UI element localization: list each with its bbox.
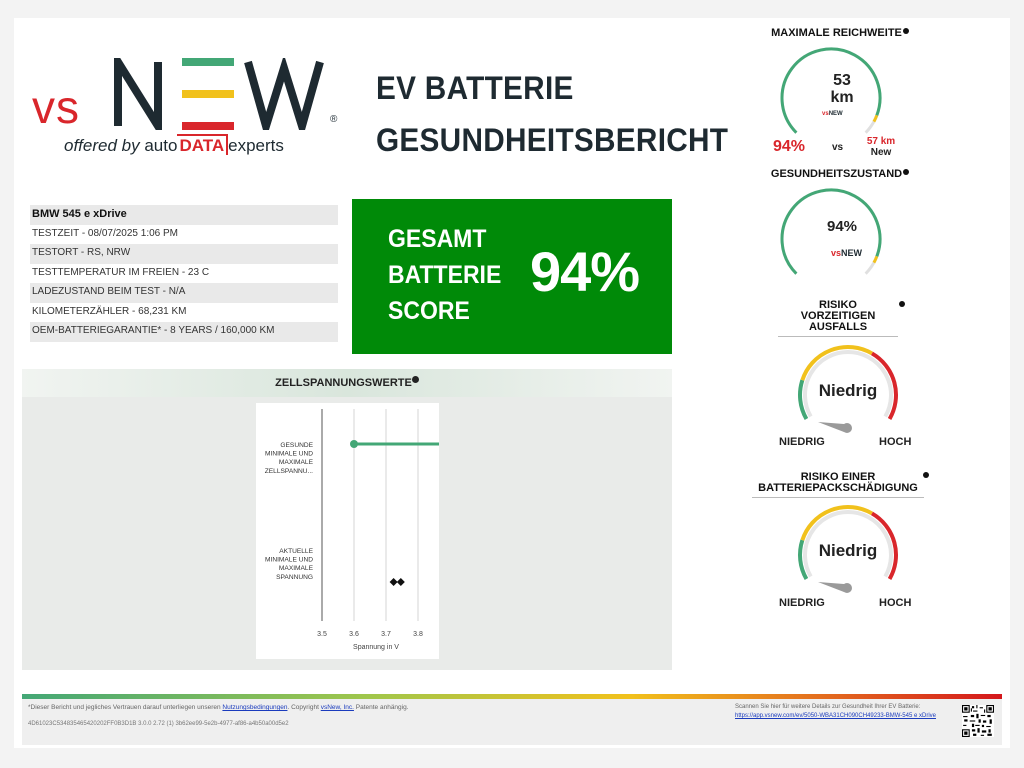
category-label: ZELLSPANNU...: [265, 468, 313, 475]
health-title: GESUNDHEITSZUSTAND: [770, 168, 903, 180]
risk-arc-mid: [800, 345, 873, 381]
risk-damage-arcs: [798, 505, 898, 580]
score-label: GESAMT BATTERIE SCORE: [388, 225, 502, 325]
range-gauge-tip: [872, 114, 879, 123]
range-gauge-fill: [780, 47, 882, 134]
needle-pointer: [818, 582, 844, 592]
info-row-odometer: KILOMETERZÄHLER - 68,231 KM: [32, 305, 187, 317]
footer-disclaimer: *Dieser Bericht und jegliches Vertrauen …: [28, 704, 409, 711]
cell-voltage-title: ZELLSPANNUNGSWERTE: [275, 377, 412, 389]
health-gauge: [780, 188, 882, 275]
company-link[interactable]: vsNew, Inc.: [320, 704, 354, 711]
risk-failure-title-wrap: RISIKO VORZEITIGEN AUSFALLS: [778, 300, 898, 337]
risk-arc-low: [798, 539, 809, 580]
actual-min-point: [389, 578, 398, 586]
health-gauge-tip: [872, 255, 879, 264]
category-label: MINIMALE UND: [265, 451, 313, 458]
category-label: MAXIMALE: [279, 565, 314, 572]
x-tick-label: 3.5: [317, 631, 327, 638]
healthy-min-point: [350, 440, 358, 448]
risk-failure-arcs: [798, 345, 898, 420]
vehicle-info-table: BMW 545 e xDrive TESTZEIT - 08/07/2025 1…: [30, 205, 338, 342]
score-value: 94%: [530, 240, 640, 303]
range-percent: 94%: [773, 138, 806, 155]
risk-damage-needle: [818, 582, 852, 593]
risk-arc-high: [870, 351, 898, 420]
category-label: SPANNUNG: [276, 574, 313, 581]
risk-failure-gauge: [798, 345, 898, 433]
info-icon[interactable]: [902, 28, 909, 34]
range-title: MAXIMALE REICHWEITE: [771, 27, 902, 39]
info-icon[interactable]: [903, 169, 910, 175]
range-new-wrap: 57 km New: [860, 136, 902, 158]
range-new-label: New: [870, 147, 892, 158]
x-tick-label: 3.7: [381, 631, 391, 638]
terms-link[interactable]: Nutzungsbedingungen: [222, 704, 288, 711]
logo-new-wordmark: [114, 58, 324, 130]
needle-pointer: [818, 422, 844, 432]
range-unit: km: [830, 89, 854, 106]
risk-arc-inner: [803, 350, 893, 418]
mini-logo: vsNEW: [822, 111, 843, 117]
info-icon[interactable]: [899, 301, 905, 307]
footer: *Dieser Bericht und jegliches Vertrauen …: [22, 699, 1002, 745]
overall-score-box: GESAMT BATTERIE SCORE 94%: [352, 199, 672, 354]
info-icon[interactable]: [923, 472, 929, 478]
actual-max-point: [396, 578, 405, 586]
range-vs: vs: [832, 142, 844, 153]
range-title-wrap: MAXIMALE REICHWEITE: [760, 28, 920, 39]
risk-damage-low-label: NIEDRIG: [779, 597, 825, 609]
x-tick-label: 3.8: [413, 631, 423, 638]
risk-failure-value: Niedrig: [818, 381, 878, 400]
health-value: 94%: [826, 218, 858, 235]
info-row-test-time: TESTZEIT - 08/07/2025 1:06 PM: [32, 227, 178, 239]
needle-hub: [842, 583, 852, 593]
qr-code-icon[interactable]: [962, 705, 994, 737]
mini-logo: vsNEW: [831, 248, 863, 258]
category-label: AKTUELLE: [279, 548, 313, 555]
risk-arc-mid: [800, 505, 873, 541]
x-axis-label: Spannung in V: [353, 644, 399, 651]
risk-damage-title-wrap: RISIKO EINER BATTERIEPACKSCHÄDIGUNG: [752, 472, 924, 498]
risk-failure-needle: [818, 422, 852, 433]
x-tick-label: 3.6: [349, 631, 359, 638]
scan-text: Scannen Sie hier für weitere Details zur…: [735, 704, 921, 710]
risk-arc-high: [870, 511, 898, 580]
footer-gradient-bar: [22, 694, 1002, 699]
info-row-charge-state: LADEZUSTAND BEIM TEST - N/A: [30, 283, 338, 303]
logo-vs: vs: [32, 81, 80, 133]
vehicle-model: BMW 545 e xDrive: [30, 205, 338, 225]
health-gauge-fill: [780, 188, 882, 275]
range-new-value: 57 km: [866, 136, 896, 147]
range-value: 53: [833, 72, 851, 89]
range-value-wrap: 53 km: [812, 72, 872, 106]
category-label: MAXIMALE: [279, 459, 314, 466]
registered-mark: ®: [330, 114, 338, 125]
info-row-test-location: TESTORT - RS, NRW: [30, 244, 338, 264]
cell-voltage-chart: 3.5 3.6 3.7 3.8 Spannung in V GESUNDE MINIMALE…: [256, 403, 439, 659]
risk-damage-value: Niedrig: [818, 541, 878, 560]
risk-failure-low-label: NIEDRIG: [779, 436, 825, 448]
risk-arc-inner: [803, 510, 893, 578]
needle-hub: [842, 423, 852, 433]
range-gauge: [780, 47, 882, 134]
category-label: MINIMALE UND: [265, 557, 313, 564]
risk-damage-high-label: HOCH: [879, 597, 912, 609]
cell-voltage-header: ZELLSPANNUNGSWERTE: [22, 369, 672, 397]
info-icon[interactable]: [411, 376, 419, 383]
vsnew-logo: vs ® offered by auto DATA experts: [32, 58, 342, 163]
info-row-warranty: OEM-BATTERIEGARANTIE* - 8 YEARS / 160,00…: [30, 322, 338, 342]
report-id: 4D61023C534835465420202FF0B3D1B 3.0.0 2.…: [28, 721, 289, 727]
report-title: EV BATTERIE GESUNDHEITSBERICHT: [376, 70, 729, 158]
risk-damage-gauge: [798, 505, 898, 593]
health-title-wrap: GESUNDHEITSZUSTAND: [760, 169, 920, 180]
cell-voltage-chart-svg: 3.5 3.6 3.7 3.8 Spannung in V GESUNDE MINIMALE…: [265, 409, 439, 651]
risk-failure-high-label: HOCH: [879, 436, 912, 448]
info-row-temperature: TESTTEMPERATUR IM FREIEN - 23 C: [32, 266, 210, 278]
risk-arc-low: [798, 379, 809, 420]
logo-tagline: offered by auto DATA experts: [64, 134, 284, 155]
category-label: GESUNDE: [280, 442, 313, 449]
cell-voltage-panel: ZELLSPANNUNGSWERTE 3.5 3.6 3.7 3.8 Spannung …: [22, 369, 672, 670]
scan-link[interactable]: https://app.vsnew.com/ev/5050-WBA31CH090…: [735, 713, 936, 719]
